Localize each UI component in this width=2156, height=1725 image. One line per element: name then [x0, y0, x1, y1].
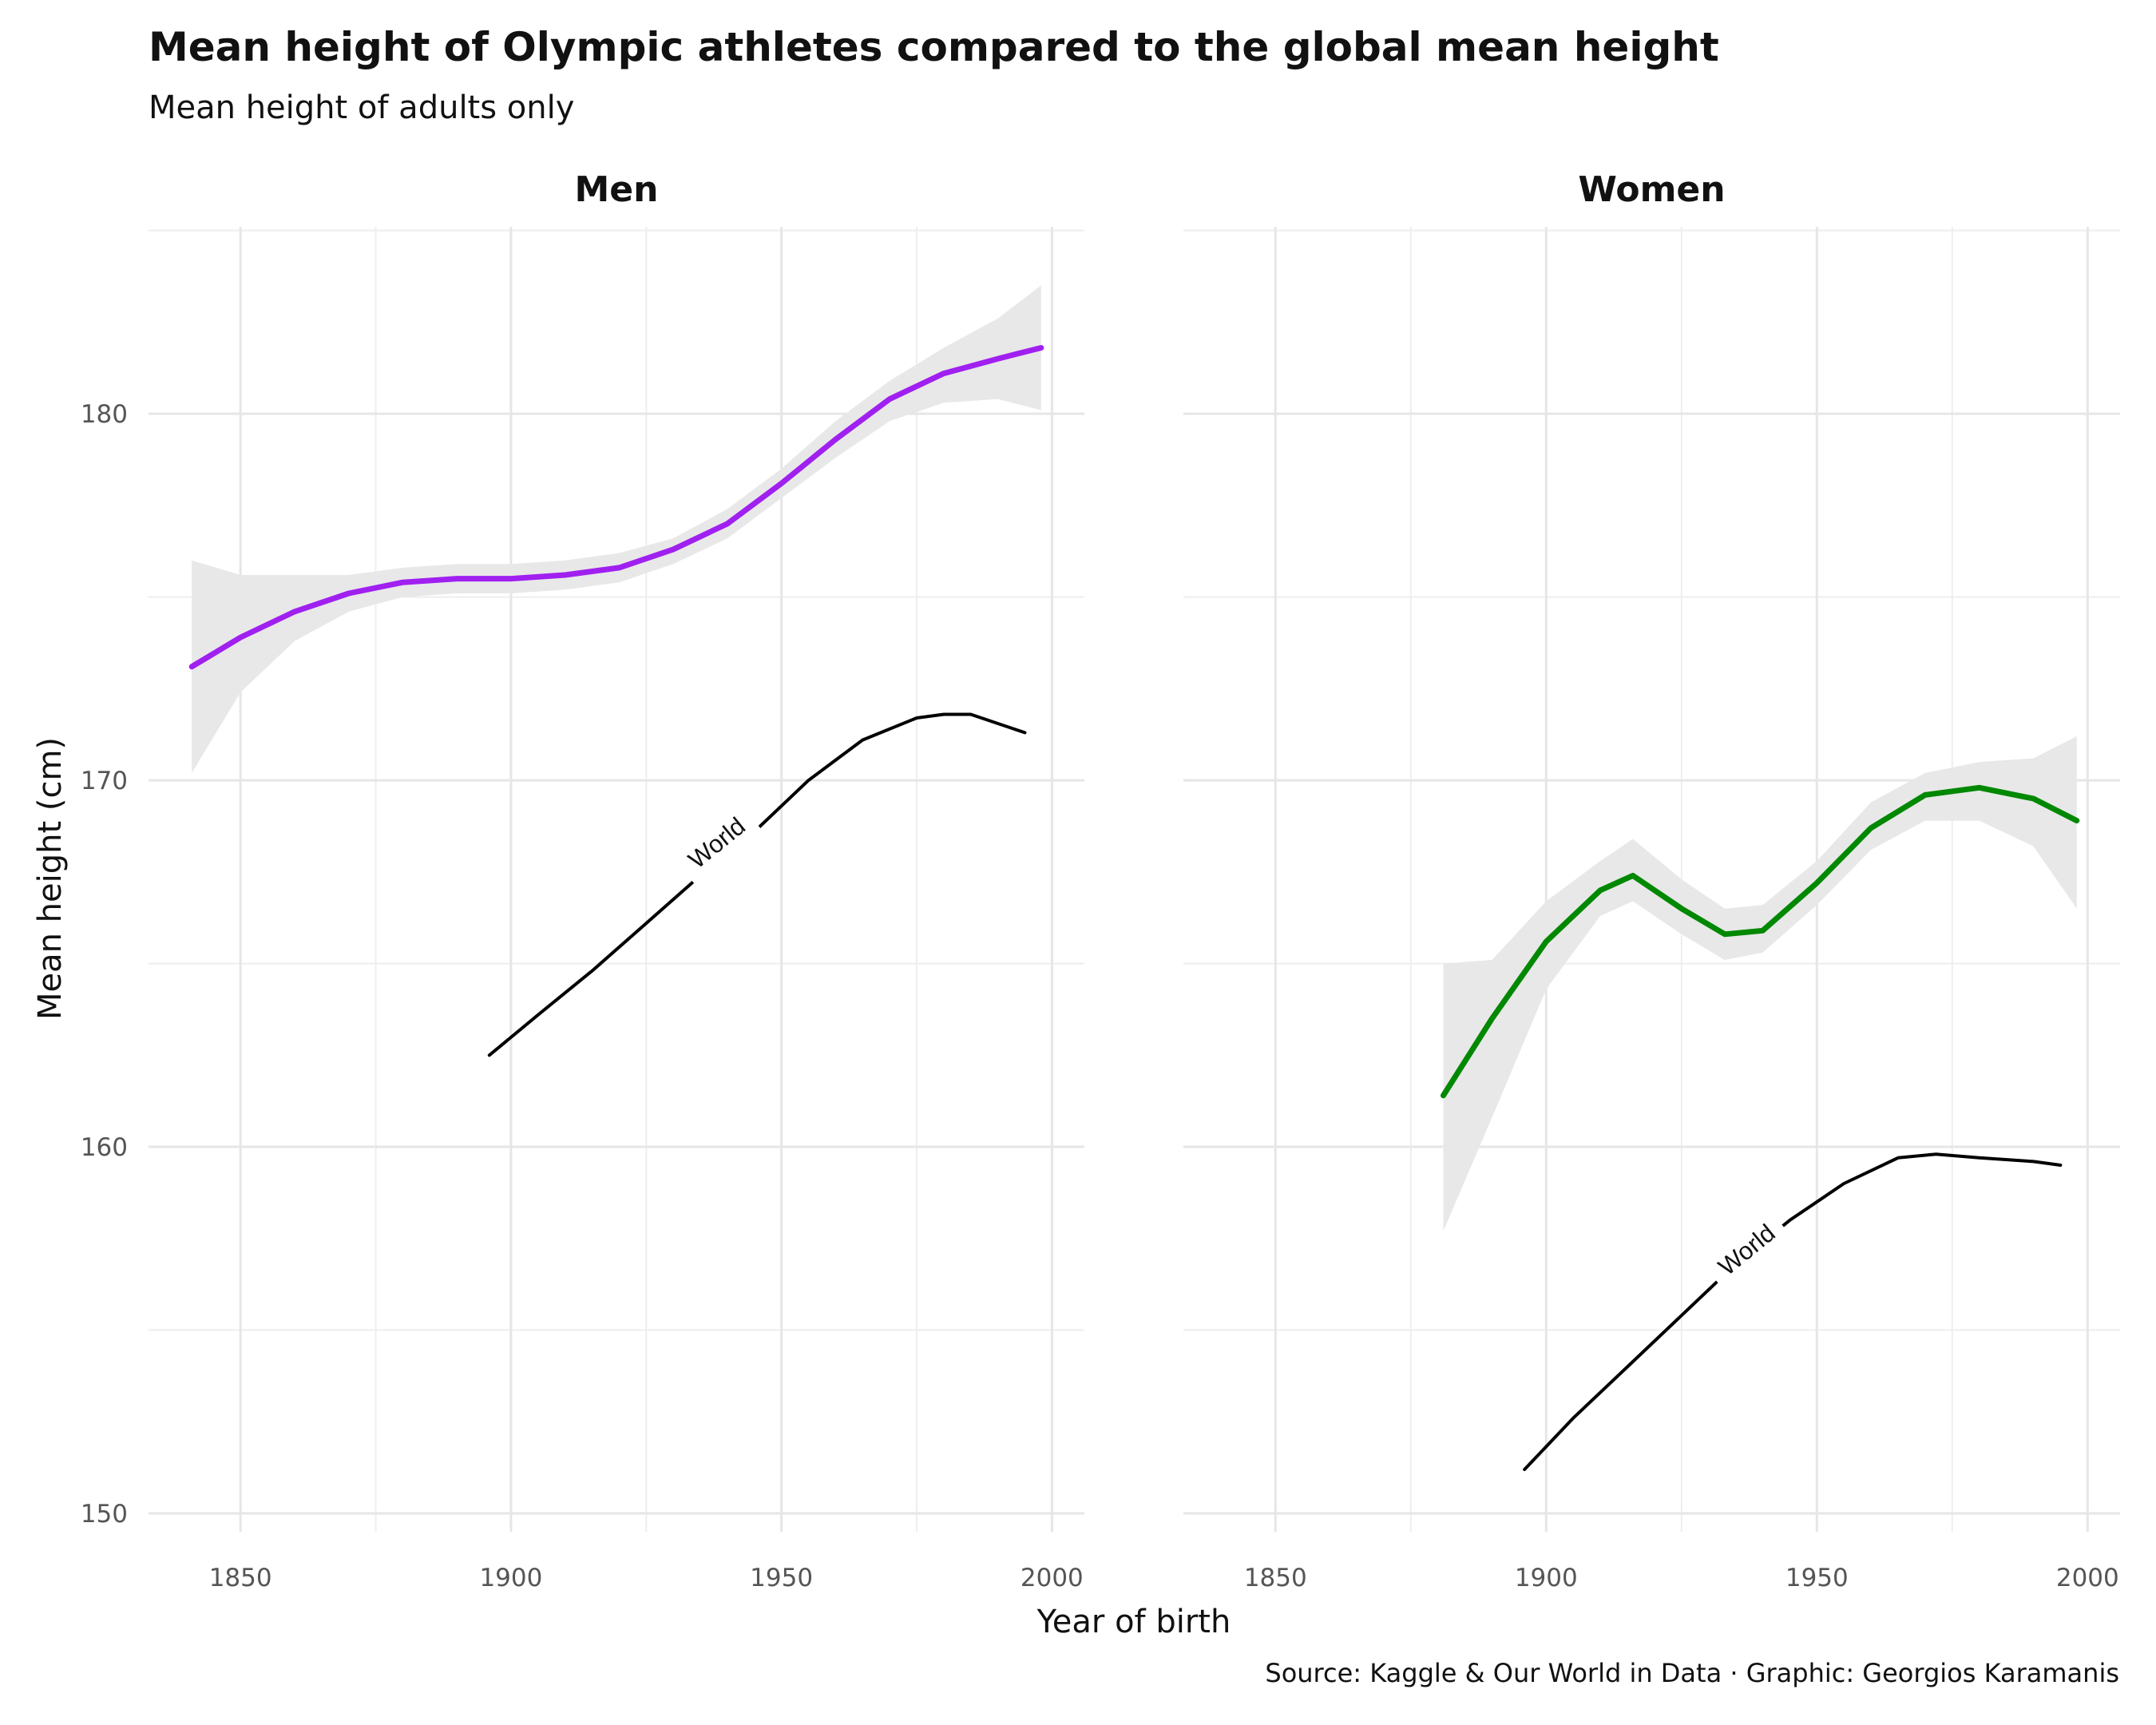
y-axis-title: Mean height (cm): [32, 737, 69, 1020]
confidence-band-men: [192, 285, 1041, 773]
y-tick-label: 170: [81, 767, 128, 795]
y-tick-label: 180: [81, 400, 128, 429]
world-line-women: [1523, 1152, 2063, 1471]
x-tick-label: 1950: [750, 1564, 813, 1592]
world-label-background: [672, 801, 762, 884]
y-tick-label: 160: [81, 1133, 128, 1162]
chart-caption: Source: Kaggle & Our World in Data · Gra…: [1265, 1658, 2119, 1688]
x-tick-label: 1850: [1244, 1564, 1307, 1592]
x-tick-label: 2000: [2056, 1564, 2119, 1592]
chart-title: Mean height of Olympic athletes compared…: [149, 24, 1719, 70]
y-tick-label: 150: [81, 1500, 128, 1529]
chart-subtitle: Mean height of adults only: [149, 89, 575, 126]
x-tick-label: 1850: [209, 1564, 272, 1592]
athletes-line-men: [188, 345, 1044, 670]
facet-title-women: Women: [1578, 169, 1725, 210]
facet-title-men: Men: [575, 169, 659, 210]
world-label-background: [1702, 1208, 1791, 1291]
x-tick-label: 1900: [1515, 1564, 1578, 1592]
athletes-line-women: [1441, 784, 2080, 1099]
x-tick-label: 1950: [1785, 1564, 1849, 1592]
x-axis-title: Year of birth: [1036, 1604, 1231, 1640]
x-tick-label: 1900: [479, 1564, 542, 1592]
x-tick-label: 2000: [1021, 1564, 1084, 1592]
confidence-band-women: [1443, 736, 2077, 1231]
world-line-men: [487, 712, 1027, 1057]
